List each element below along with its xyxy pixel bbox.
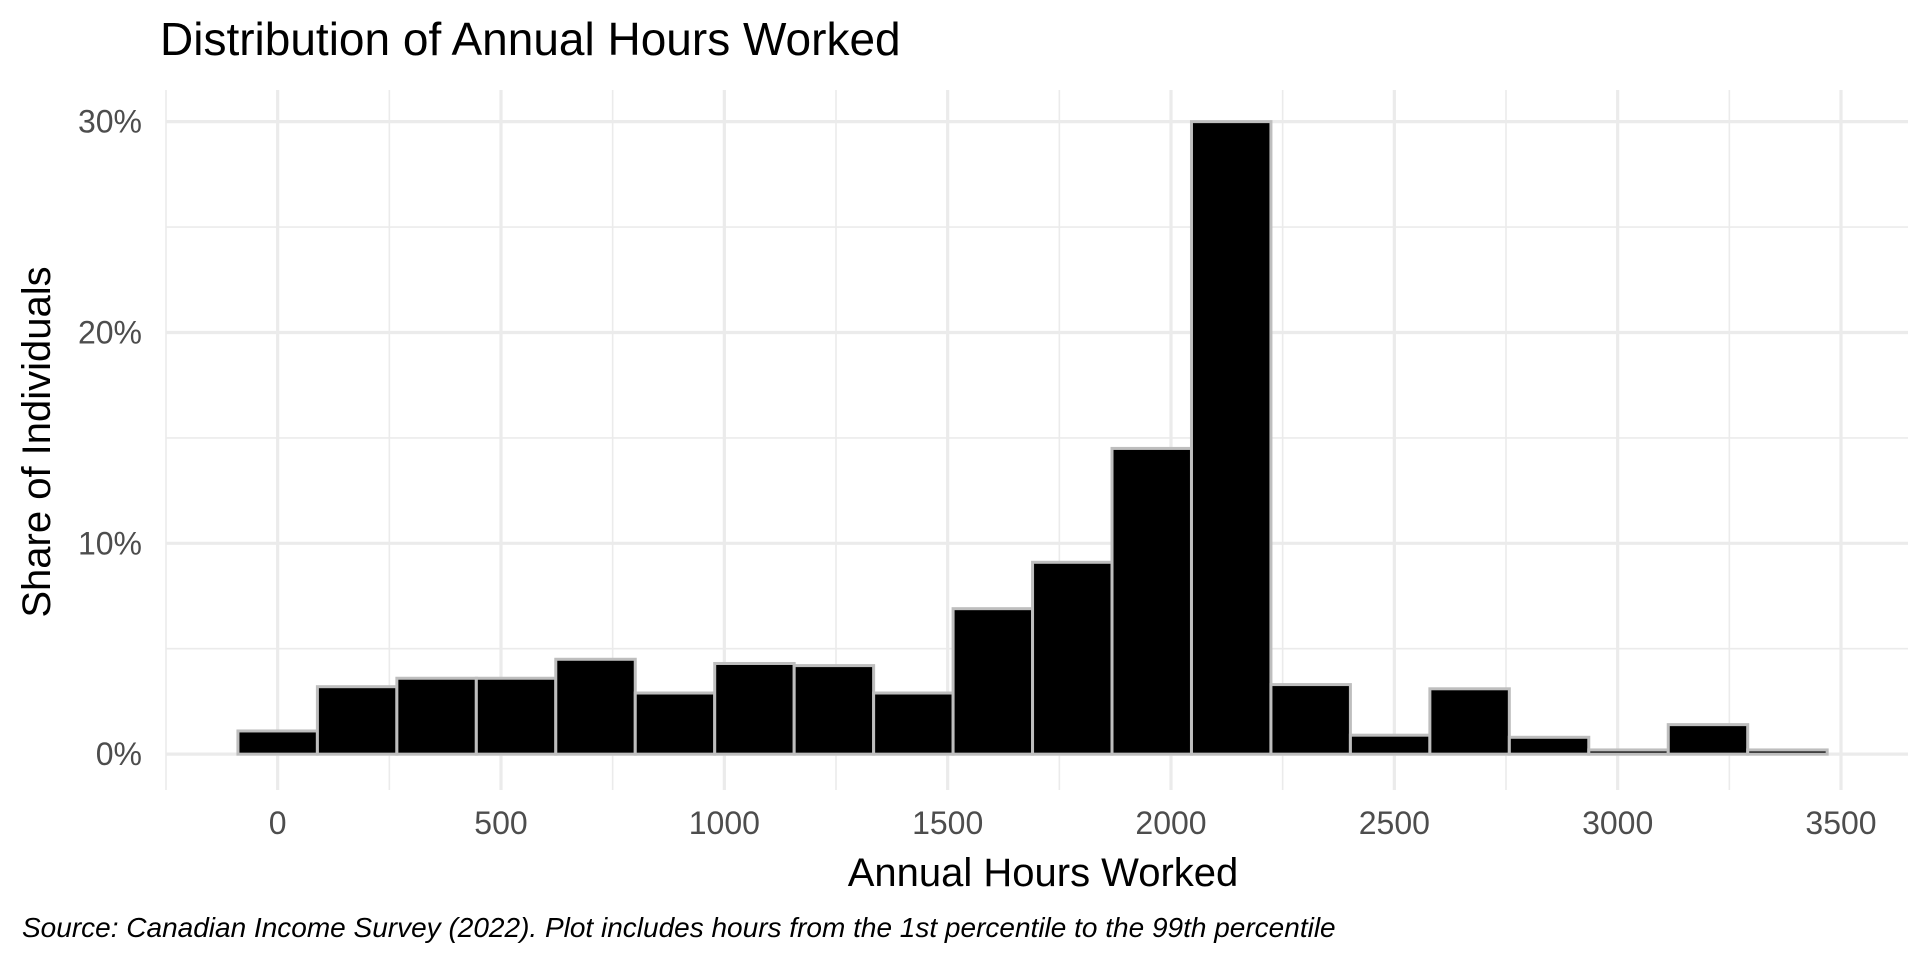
x-tick-label: 0 xyxy=(269,805,287,841)
x-tick-label: 3000 xyxy=(1582,805,1653,841)
histogram-bar xyxy=(951,607,1035,756)
chart-title: Distribution of Annual Hours Worked xyxy=(160,13,901,65)
y-axis-ticks: 0% 10% 20% 30% xyxy=(78,104,142,773)
histogram-bar xyxy=(1269,683,1352,756)
histogram-bars xyxy=(236,120,1829,756)
y-tick-label: 0% xyxy=(96,736,142,772)
y-tick-label: 20% xyxy=(78,314,142,350)
x-tick-label: 1500 xyxy=(912,805,983,841)
histogram-bar xyxy=(554,657,637,756)
x-tick-label: 2500 xyxy=(1359,805,1430,841)
histogram-bar xyxy=(1031,560,1114,756)
histogram-bar xyxy=(713,661,796,756)
histogram-bar xyxy=(633,691,717,756)
histogram-bar xyxy=(872,691,955,756)
histogram-bar xyxy=(792,664,876,756)
x-axis-title: Annual Hours Worked xyxy=(848,851,1239,895)
x-axis-ticks: 0 500 1000 1500 2000 2500 3000 3500 xyxy=(269,805,1877,841)
x-tick-label: 1000 xyxy=(689,805,760,841)
histogram-bar xyxy=(1587,748,1670,756)
histogram-bar xyxy=(1348,733,1432,756)
histogram-bar xyxy=(236,729,319,756)
source-caption: Source: Canadian Income Survey (2022). P… xyxy=(22,912,1336,943)
histogram-bar xyxy=(395,676,478,756)
y-tick-label: 30% xyxy=(78,104,142,140)
y-tick-label: 10% xyxy=(78,525,142,561)
histogram-bar xyxy=(474,676,558,756)
histogram-bar xyxy=(1507,735,1591,756)
x-tick-label: 500 xyxy=(474,805,527,841)
histogram-bar xyxy=(1666,723,1750,756)
histogram-bar xyxy=(1110,446,1193,756)
histogram-bar xyxy=(1189,120,1273,756)
histogram-bar xyxy=(1746,748,1829,756)
y-axis-title: Share of Individuals xyxy=(15,266,59,617)
histogram-bar xyxy=(1428,687,1511,756)
x-tick-label: 2000 xyxy=(1135,805,1206,841)
x-tick-label: 3500 xyxy=(1805,805,1876,841)
histogram-bar xyxy=(315,685,399,756)
